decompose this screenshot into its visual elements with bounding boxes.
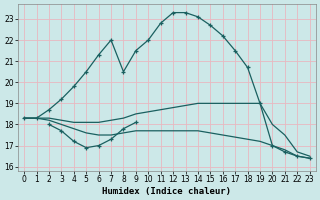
X-axis label: Humidex (Indice chaleur): Humidex (Indice chaleur)	[102, 187, 231, 196]
